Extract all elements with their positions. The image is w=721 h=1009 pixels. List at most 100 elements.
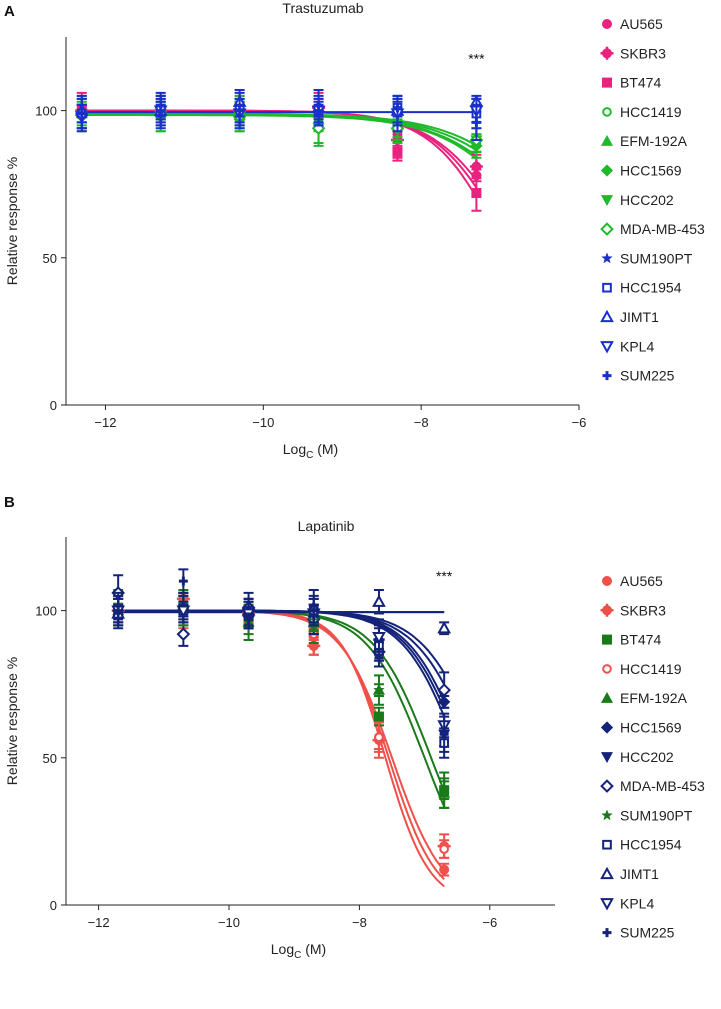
legend-label: HCC1954 <box>620 280 682 296</box>
legend-entry: HCC1954 <box>602 837 682 853</box>
legend-label: HCC1419 <box>620 661 682 677</box>
legend-marker-kpl4 <box>600 898 614 911</box>
legend-entry: MDA-MB-453 <box>600 778 705 794</box>
legend-marker-hcc1954 <box>602 839 612 850</box>
legend-entry: HCC1954 <box>602 280 682 296</box>
fit-curve-skbr3 <box>118 609 445 872</box>
legend-entry: SUM190PT <box>601 250 693 266</box>
legend-marker-bt474 <box>602 634 612 645</box>
data-point-mda-mb-453 <box>176 627 191 641</box>
data-point-sum190pt <box>373 683 385 696</box>
data-point-sum225 <box>178 576 188 586</box>
significance-annotation: *** <box>436 568 453 584</box>
legend-entry: JIMT1 <box>600 866 659 882</box>
fit-curve-au565 <box>118 609 445 888</box>
legend-label: JIMT1 <box>620 309 659 325</box>
legend-entry: SUM190PT <box>601 807 693 823</box>
fit-curve-mda-mb-453 <box>81 112 477 157</box>
legend-entry: SUM225 <box>602 925 675 941</box>
legend-entry: HCC1569 <box>600 163 682 179</box>
legend-entry: SKBR3 <box>600 602 666 618</box>
legend-label: SKBR3 <box>620 602 666 618</box>
legend-marker-kpl4 <box>600 341 614 354</box>
legend-marker-jimt1 <box>600 866 614 880</box>
data-point-mda-mb-453 <box>437 683 451 697</box>
legend-label: HCC1954 <box>620 837 682 853</box>
legend-label: BT474 <box>620 632 661 648</box>
y-axis-title: Relative response % <box>4 657 20 785</box>
x-tick-label: −12 <box>88 915 110 930</box>
data-point-sum225 <box>113 606 123 616</box>
legend-label: BT474 <box>620 75 661 91</box>
data-point-sum225 <box>314 106 324 116</box>
y-tick-label: 50 <box>43 751 57 766</box>
x-tick-label: −8 <box>414 415 429 430</box>
legend-entry: KPL4 <box>600 895 654 911</box>
legend-marker-sum225 <box>602 928 612 938</box>
data-point-sum225 <box>471 117 481 127</box>
data-point-sum225 <box>156 106 166 116</box>
x-tick-label: −6 <box>482 915 497 930</box>
legend-marker-sum190pt <box>601 252 613 264</box>
legend-label: SKBR3 <box>620 45 666 61</box>
fit-curve-kpl4 <box>118 609 446 702</box>
legend-marker-hcc1954 <box>602 282 612 293</box>
x-axis-title: LogC (M) <box>283 441 338 461</box>
legend-label: KPL4 <box>620 338 654 354</box>
legend-entry: BT474 <box>602 632 661 648</box>
fit-curve-skbr3 <box>81 109 478 181</box>
x-tick-label: −10 <box>218 915 240 930</box>
fit-curve-hcc1954 <box>118 609 446 717</box>
fit-curve-hcc1419 <box>81 112 477 157</box>
legend-label: HCC202 <box>620 749 674 765</box>
legend-label: SUM190PT <box>620 807 693 823</box>
legend-entry: KPL4 <box>600 338 654 354</box>
data-point-sum225 <box>235 106 245 116</box>
data-point-sum225 <box>244 614 254 624</box>
legend-marker-au565 <box>602 576 612 586</box>
legend-marker-mda-mb-453 <box>600 779 614 793</box>
data-point-kpl4 <box>372 631 386 645</box>
legend-marker-efm-192a <box>600 134 614 146</box>
panel-a-title: Trastuzumab <box>282 0 363 16</box>
fit-curve-hcc1419 <box>118 609 445 880</box>
data-point-bt474 <box>392 146 403 157</box>
fit-curve-hcc1569 <box>81 114 478 160</box>
legend-marker-sum190pt <box>601 809 613 821</box>
legend-label: EFM-192A <box>620 133 688 149</box>
legend-entry: EFM-192A <box>600 690 688 706</box>
data-point-hcc1419 <box>439 844 449 854</box>
data-point-sum190pt <box>438 784 450 796</box>
x-tick-label: −6 <box>572 415 587 430</box>
y-axis-title: Relative response % <box>4 157 20 285</box>
legend-label: SUM225 <box>620 925 675 941</box>
legend-marker-hcc202 <box>600 195 614 207</box>
legend-marker-mda-mb-453 <box>600 222 614 236</box>
data-point-hcc1419 <box>374 732 384 743</box>
data-point-bt474 <box>373 711 384 722</box>
legend-label: HCC1569 <box>620 720 682 736</box>
legend-marker-au565 <box>602 19 612 29</box>
data-point-sum225 <box>439 729 449 739</box>
legend-label: AU565 <box>620 573 663 589</box>
legend-entry: HCC1419 <box>602 661 682 677</box>
data-point-sum225 <box>392 103 402 113</box>
legend-marker-bt474 <box>602 77 612 88</box>
data-point-bt474 <box>471 188 482 199</box>
y-tick-label: 0 <box>50 398 57 413</box>
legend-marker-jimt1 <box>600 309 614 323</box>
legend-marker-hcc1569 <box>600 164 614 177</box>
data-point-sum225 <box>309 606 319 616</box>
legend-entry: HCC202 <box>600 749 674 765</box>
legend-entry: HCC1419 <box>602 104 682 120</box>
x-tick-label: −8 <box>352 915 367 930</box>
legend-entry: HCC1569 <box>600 720 682 736</box>
legend-entry: BT474 <box>602 75 661 91</box>
panel-b-plot: 0 50 100 −12 −10 −8 −6 LogC (M) Relative respons… <box>4 537 705 961</box>
legend-label: SUM190PT <box>620 250 693 266</box>
legend-entry: HCC202 <box>600 192 674 208</box>
y-tick-label: 100 <box>35 104 57 119</box>
data-point-sum225 <box>374 653 384 663</box>
legend-marker-skbr3-cross <box>600 46 614 60</box>
